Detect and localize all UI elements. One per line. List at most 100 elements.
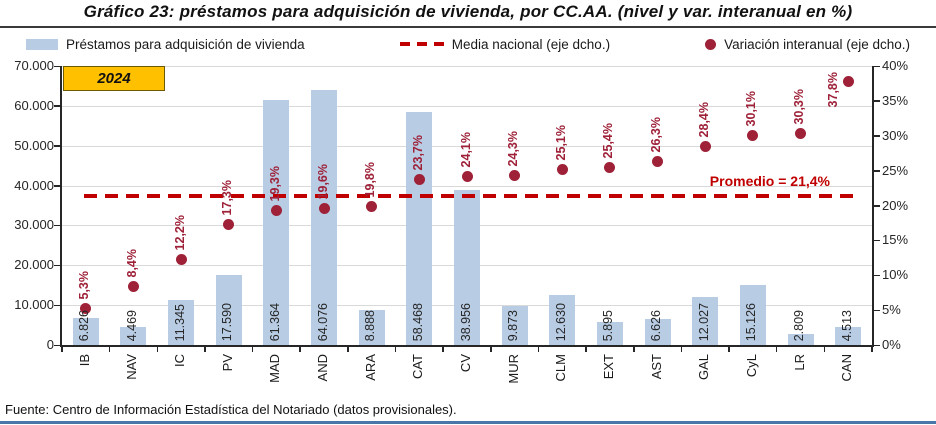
- right-axis-tick-label: 0%: [882, 337, 901, 352]
- variation-dot-MUR: [509, 170, 521, 182]
- bar-value-label-IC: 11.345: [172, 303, 187, 341]
- average-annotation: Promedio = 21,4%: [709, 172, 830, 189]
- bar-GAL: [692, 297, 719, 345]
- y-axis-tick: [54, 185, 62, 187]
- x-axis-category-label-IC: IC: [172, 354, 188, 367]
- right-axis-tick: [872, 170, 880, 172]
- bar-value-label-CAT: 58.468: [410, 302, 425, 341]
- gridline: [62, 145, 872, 147]
- variation-label-AST: 26,3%: [649, 117, 664, 153]
- legend-label-national-average: Media nacional (eje dcho.): [451, 36, 611, 52]
- y-axis-tick-label: 30.000: [14, 217, 54, 233]
- x-axis-tick: [633, 347, 635, 352]
- variation-dot-AND: [318, 202, 330, 214]
- bar-value-label-AND: 64.076: [315, 302, 330, 341]
- y-axis-tick: [54, 105, 62, 107]
- x-axis-tick: [585, 347, 587, 352]
- x-axis-category-label-MAD: MAD: [267, 354, 283, 383]
- bar-value-label-ARA: 8.888: [363, 309, 378, 341]
- variation-label-CAN: 37,8%: [826, 72, 841, 108]
- y-axis-tick-label: 70.000: [14, 58, 54, 73]
- variation-label-CLM: 25,1%: [553, 125, 568, 161]
- bar-swatch-icon: [26, 38, 58, 50]
- x-axis-tick: [347, 347, 349, 352]
- variation-dot-CLM: [556, 164, 568, 176]
- x-axis-category-label-CAT: CAT: [410, 354, 426, 380]
- x-axis-category-label-MUR: MUR: [505, 354, 521, 384]
- bar-CAT: [406, 111, 433, 345]
- source-note: Fuente: Centro de Información Estadístic…: [5, 402, 457, 417]
- bar-AST: [644, 318, 671, 345]
- variation-dot-CAN: [842, 75, 854, 87]
- legend-item-yoy-variation: Variación interanual (eje dcho.): [705, 37, 910, 52]
- variation-label-CV: 24,1%: [458, 132, 473, 168]
- right-axis-line: [872, 66, 874, 347]
- x-axis-category-label-ARA: ARA: [362, 354, 378, 381]
- right-axis-tick: [872, 65, 880, 67]
- x-axis-category-label-PV: PV: [219, 354, 235, 372]
- right-axis-tick: [872, 344, 880, 346]
- bar-value-label-PV: 17.590: [220, 302, 235, 341]
- variation-dot-GAL: [699, 141, 711, 153]
- right-axis-tick-label: 30%: [882, 127, 909, 143]
- bar-CLM: [549, 294, 576, 345]
- chart-title: Gráfico 23: préstamos para adquisición d…: [83, 2, 853, 21]
- x-axis-tick: [823, 347, 826, 352]
- bar-EXT: [596, 321, 623, 345]
- x-axis-category-label-CyL: CyL: [743, 354, 759, 378]
- variation-label-CAT: 23,7%: [410, 135, 425, 171]
- right-axis-tick: [872, 135, 880, 137]
- right-axis-tick-label: 35%: [882, 92, 909, 108]
- bar-CV: [454, 189, 480, 345]
- gridline: [62, 105, 872, 107]
- x-axis-tick: [442, 347, 444, 352]
- variation-dot-ARA: [366, 201, 378, 213]
- right-axis-tick: [872, 239, 880, 242]
- variation-dot-AST: [652, 156, 664, 168]
- y-axis-tick: [54, 264, 62, 267]
- bar-MUR: [501, 305, 528, 345]
- bar-value-label-MAD: 61.364: [267, 302, 282, 341]
- y-axis-line: [60, 66, 62, 347]
- bar-value-label-NAV: 4.469: [124, 309, 139, 341]
- x-axis-category-label-AND: AND: [315, 354, 331, 382]
- legend-label-loans: Préstamos para adquisición de vivienda: [66, 36, 305, 52]
- dashed-line-swatch-icon: [399, 42, 444, 46]
- variation-label-GAL: 28,4%: [696, 102, 711, 138]
- x-axis-category-label-CAN: CAN: [839, 354, 855, 382]
- variation-label-NAV: 8,4%: [124, 248, 139, 278]
- bar-AND: [311, 89, 338, 345]
- y-axis-tick: [54, 145, 62, 147]
- y-axis-tick-label: 40.000: [14, 177, 54, 193]
- variation-label-ARA: 19,8%: [363, 162, 378, 198]
- bar-IC: [168, 299, 195, 345]
- variation-label-LR: 30,3%: [792, 89, 807, 125]
- national-average-line: [84, 193, 856, 198]
- variation-dot-LR: [795, 128, 807, 140]
- x-axis-tick: [251, 347, 254, 352]
- gridline: [62, 66, 872, 67]
- y-axis-tick: [54, 304, 62, 307]
- year-badge: 2024: [63, 66, 165, 91]
- variation-dot-MAD: [270, 204, 282, 216]
- legend-item-national-average: Media nacional (eje dcho.): [399, 36, 611, 52]
- x-axis-category-label-GAL: GAL: [696, 354, 712, 381]
- bar-ARA: [358, 309, 385, 345]
- bar-value-label-EXT: 5.895: [601, 309, 616, 341]
- bar-value-label-LR: 2.809: [792, 309, 807, 341]
- bar-value-label-CyL: 15.126: [744, 302, 759, 341]
- x-axis-category-label-NAV: NAV: [124, 354, 140, 380]
- y-axis-tick: [54, 224, 62, 227]
- bar-IB: [72, 317, 99, 345]
- y-axis-tick: [54, 65, 62, 67]
- variation-label-IC: 12,2%: [172, 215, 187, 251]
- x-axis-tick: [204, 347, 206, 352]
- variation-label-MAD: 19,3%: [267, 165, 282, 202]
- y-axis-tick-label: 10.000: [14, 297, 54, 313]
- dot-swatch-icon: [705, 38, 717, 50]
- bar-CyL: [739, 284, 766, 345]
- variation-label-MUR: 24,3%: [506, 131, 521, 167]
- right-axis-tick-label: 5%: [882, 302, 901, 318]
- x-axis-tick: [775, 347, 778, 352]
